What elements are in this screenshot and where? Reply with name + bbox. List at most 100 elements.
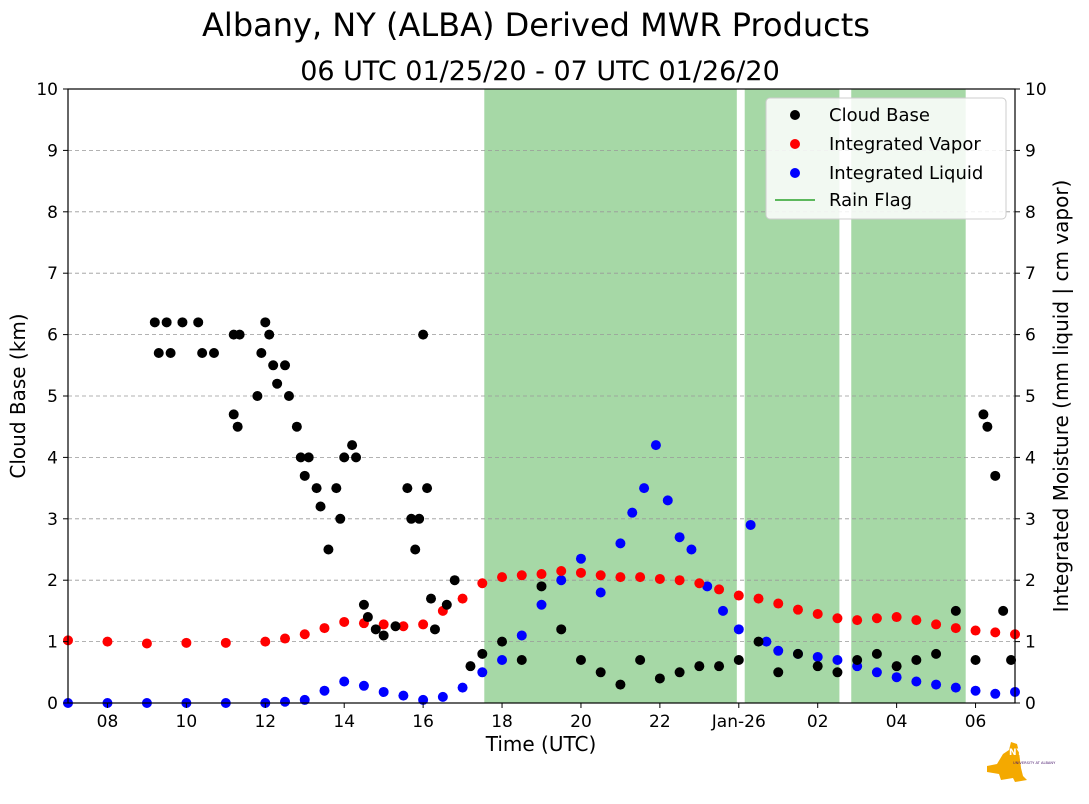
cloud-base-point-27 xyxy=(331,483,342,494)
chart-subtitle: 06 UTC 01/25/20 - 07 UTC 01/26/20 xyxy=(300,56,780,87)
x-axis-label: Time (UTC) xyxy=(485,732,597,756)
cloud-base-point-6 xyxy=(197,348,208,359)
legend-cloud-base-marker xyxy=(790,110,800,120)
integrated-liquid-point-22 xyxy=(595,587,606,598)
y-tick-label-8: 8 xyxy=(47,203,58,223)
y-right-tick-label-7: 7 xyxy=(1025,264,1036,284)
chart-title: Albany, NY (ALBA) Derived MWR Products xyxy=(202,6,870,44)
integrated-liquid-point-31 xyxy=(718,605,729,616)
cloud-base-point-14 xyxy=(260,317,271,328)
integrated-vapor-point-1 xyxy=(102,636,113,647)
cloud-base-point-45 xyxy=(441,599,452,610)
cloud-base-point-23 xyxy=(303,452,314,463)
logo-tagline-text: UNIVERSITY AT ALBANY xyxy=(1013,761,1056,765)
integrated-vapor-point-15 xyxy=(457,593,468,604)
cloud-base-point-60 xyxy=(714,661,725,672)
cloud-base-point-58 xyxy=(674,667,685,678)
x-tick-label-5: 18 xyxy=(491,712,513,732)
integrated-liquid-point-27 xyxy=(662,495,673,506)
integrated-vapor-point-21 xyxy=(575,567,586,578)
cloud-base-point-65 xyxy=(812,661,823,672)
cloud-base-point-16 xyxy=(268,360,279,371)
cloud-base-point-62 xyxy=(753,636,764,647)
integrated-liquid-point-37 xyxy=(812,651,823,662)
integrated-liquid-point-9 xyxy=(339,676,350,687)
legend: Cloud Base Integrated Vapor Integrated L… xyxy=(765,97,1007,220)
legend-integrated-liquid-label: Integrated Liquid xyxy=(829,163,983,184)
legend-integrated-vapor-label: Integrated Vapor xyxy=(829,134,981,155)
cloud-base-point-0 xyxy=(149,317,160,328)
cloud-base-point-56 xyxy=(635,655,646,666)
legend-integrated-liquid-marker xyxy=(790,168,800,178)
x-tick-label-10: 04 xyxy=(886,712,908,732)
integrated-liquid-point-16 xyxy=(477,667,488,678)
integrated-vapor-point-26 xyxy=(674,575,685,586)
integrated-liquid-point-18 xyxy=(516,630,527,641)
integrated-liquid-point-29 xyxy=(686,544,697,555)
y-tick-label-0: 0 xyxy=(47,694,58,714)
cloud-base-point-50 xyxy=(516,655,527,666)
integrated-liquid-point-34 xyxy=(761,636,772,647)
y-tick-label-4: 4 xyxy=(47,448,58,468)
cloud-base-point-25 xyxy=(315,501,326,512)
nys-state-shape-icon: NYS Mesonet UNIVERSITY AT ALBANY xyxy=(987,742,1077,782)
cloud-base-point-1 xyxy=(153,348,164,359)
integrated-liquid-point-23 xyxy=(615,538,626,549)
y-right-tick-label-5: 5 xyxy=(1025,387,1036,407)
cloud-base-point-40 xyxy=(414,513,425,524)
integrated-vapor-point-6 xyxy=(280,633,291,644)
integrated-liquid-point-17 xyxy=(497,655,508,666)
cloud-base-point-10 xyxy=(232,421,243,432)
legend-cloud-base-label: Cloud Base xyxy=(829,105,930,126)
cloud-base-point-61 xyxy=(733,655,744,666)
cloud-base-point-69 xyxy=(891,661,902,672)
cloud-base-point-42 xyxy=(422,483,433,494)
integrated-vapor-point-3 xyxy=(181,637,192,648)
integrated-vapor-point-22 xyxy=(595,570,606,581)
cloud-base-series xyxy=(149,317,1017,690)
cloud-base-point-68 xyxy=(871,648,882,659)
cloud-base-point-66 xyxy=(832,667,843,678)
y-tick-label-3: 3 xyxy=(47,510,58,530)
integrated-liquid-point-38 xyxy=(832,655,843,666)
x-tick-label-0: 08 xyxy=(97,712,119,732)
cloud-base-point-78 xyxy=(1006,655,1017,666)
nys-mesonet-logo: NYS Mesonet UNIVERSITY AT ALBANY xyxy=(983,740,1077,788)
integrated-vapor-point-42 xyxy=(990,627,1001,638)
cloud-base-point-11 xyxy=(234,329,245,340)
cloud-base-point-26 xyxy=(323,544,334,555)
integrated-vapor-point-7 xyxy=(299,629,310,640)
cloud-base-point-5 xyxy=(193,317,204,328)
cloud-base-point-64 xyxy=(792,648,803,659)
integrated-vapor-point-37 xyxy=(891,612,902,623)
cloud-base-point-72 xyxy=(950,605,961,616)
y-right-tick-label-9: 9 xyxy=(1025,141,1036,161)
x-tick-label-8: Jan-26 xyxy=(711,712,766,732)
cloud-base-point-19 xyxy=(283,391,294,401)
y-right-tick-label-6: 6 xyxy=(1025,326,1036,346)
integrated-liquid-point-32 xyxy=(733,624,744,635)
cloud-base-point-7 xyxy=(208,348,219,359)
y-right-tick-label-3: 3 xyxy=(1025,510,1036,530)
integrated-liquid-point-6 xyxy=(280,696,291,707)
x-tick-label-1: 10 xyxy=(176,712,198,732)
cloud-base-point-13 xyxy=(256,348,267,359)
integrated-liquid-point-46 xyxy=(990,688,1001,699)
integrated-liquid-point-41 xyxy=(891,672,902,683)
integrated-liquid-point-35 xyxy=(773,645,784,656)
y-right-tick-label-2: 2 xyxy=(1025,571,1036,591)
y-axis-right-label: Integrated Moisture (mm liquid | cm vapo… xyxy=(1049,180,1073,613)
cloud-base-point-31 xyxy=(351,452,362,463)
cloud-base-point-36 xyxy=(390,621,401,632)
integrated-liquid-point-30 xyxy=(702,581,713,592)
integrated-vapor-point-41 xyxy=(970,625,981,636)
integrated-vapor-point-23 xyxy=(615,572,626,583)
cloud-base-point-21 xyxy=(295,452,306,463)
integrated-liquid-point-15 xyxy=(457,682,468,693)
y-right-tick-label-4: 4 xyxy=(1025,448,1036,468)
cloud-base-point-52 xyxy=(556,624,567,635)
integrated-liquid-point-21 xyxy=(575,553,586,564)
integrated-liquid-point-19 xyxy=(536,599,547,610)
y-tick-label-5: 5 xyxy=(47,387,58,407)
cloud-base-point-3 xyxy=(165,348,176,359)
